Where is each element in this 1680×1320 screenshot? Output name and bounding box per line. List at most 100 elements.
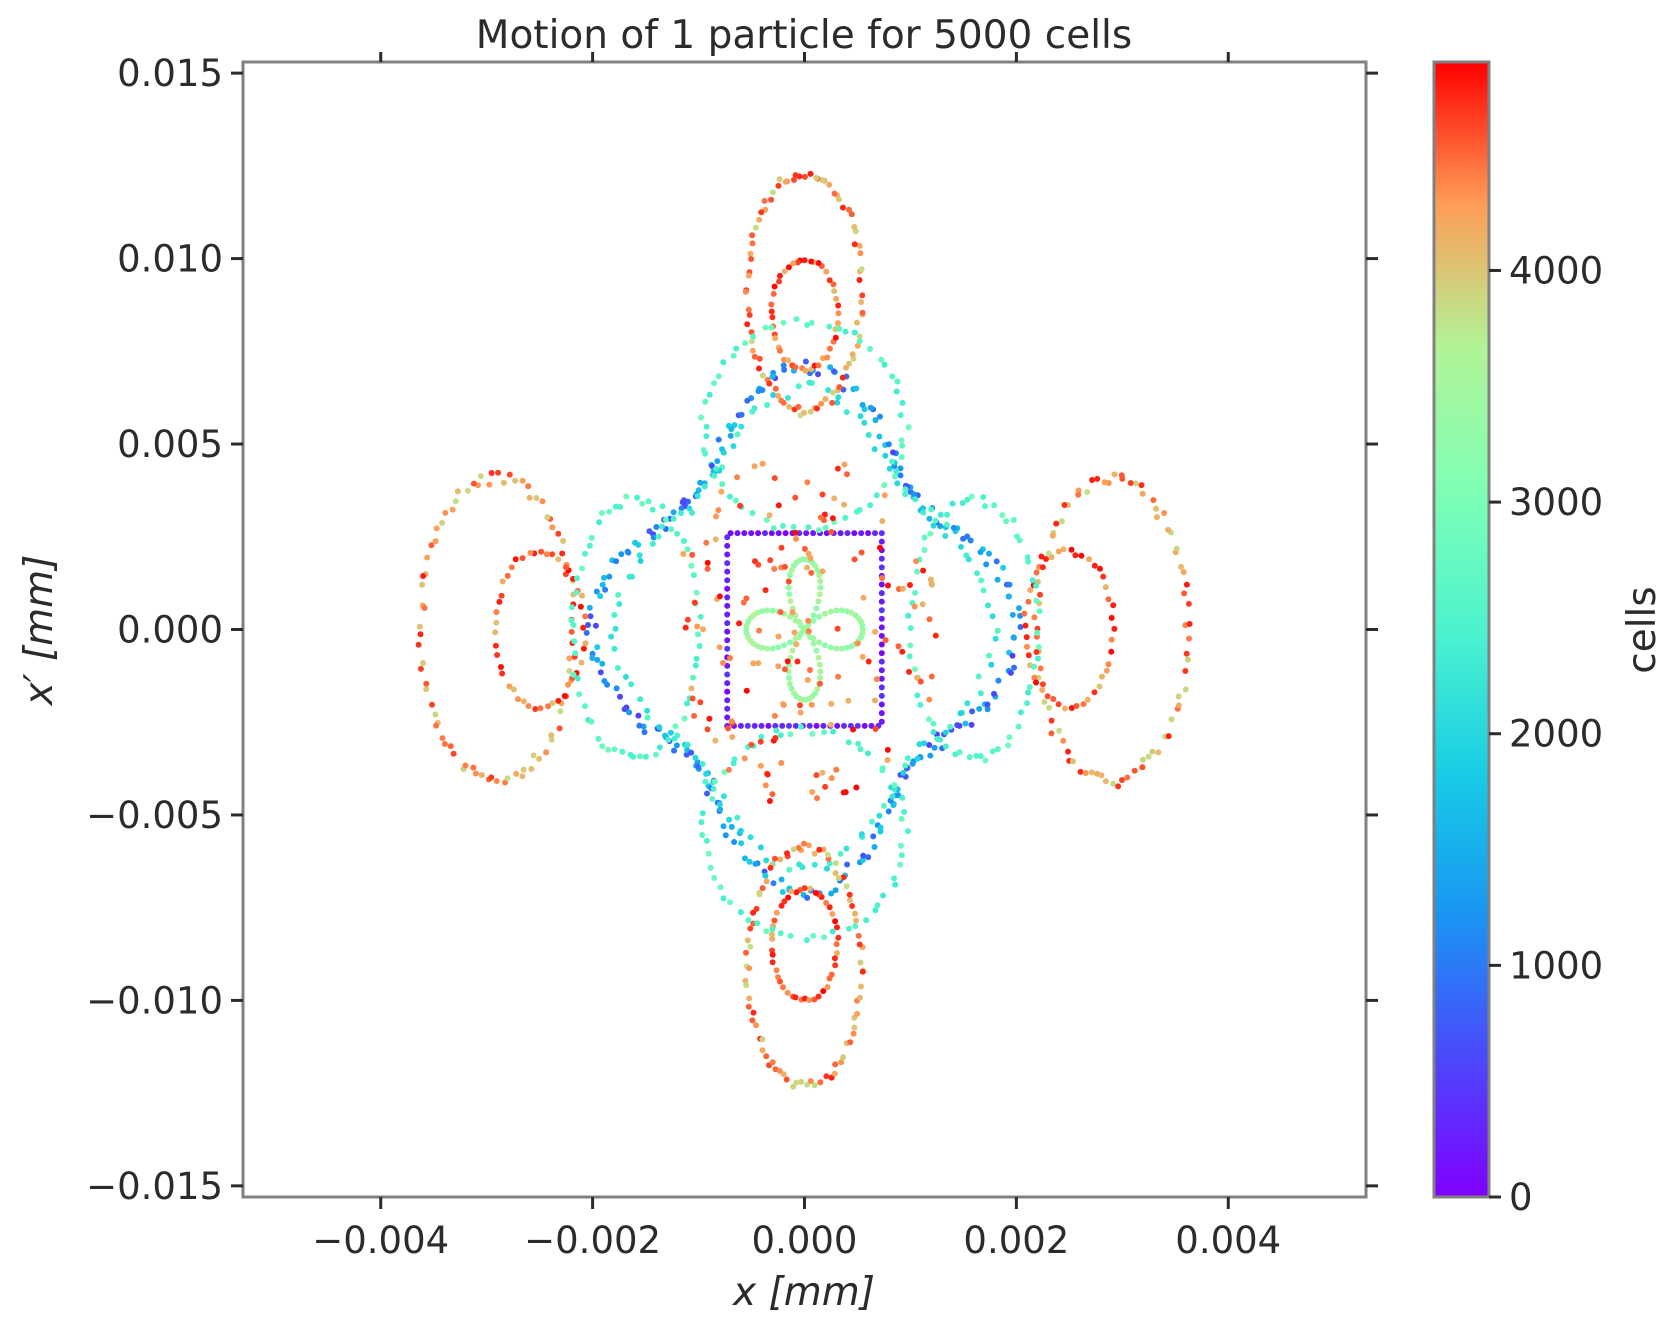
scatter-point bbox=[462, 762, 469, 769]
scatter-points bbox=[415, 170, 1193, 1090]
scatter-point bbox=[759, 885, 766, 892]
scatter-point bbox=[720, 823, 727, 830]
scatter-point bbox=[755, 561, 762, 568]
scatter-point bbox=[1025, 558, 1032, 565]
scatter-point bbox=[929, 581, 935, 588]
scatter-point bbox=[775, 392, 782, 399]
scatter-point bbox=[1101, 479, 1108, 486]
scatter-point bbox=[905, 424, 912, 431]
scatter-point bbox=[1155, 749, 1162, 756]
scatter-point bbox=[813, 772, 820, 779]
scatter-point bbox=[790, 846, 797, 853]
scatter-point bbox=[790, 1083, 797, 1090]
scatter-point bbox=[1016, 605, 1022, 612]
scatter-point bbox=[879, 575, 886, 582]
point-series-9 bbox=[768, 885, 842, 1004]
scatter-point bbox=[1033, 597, 1040, 604]
scatter-point bbox=[695, 763, 701, 770]
scatter-point bbox=[423, 686, 430, 693]
scatter-point bbox=[763, 878, 770, 885]
scatter-point bbox=[744, 321, 751, 328]
scatter-point bbox=[857, 959, 864, 966]
scatter-point bbox=[898, 454, 905, 461]
scatter-point bbox=[568, 604, 575, 611]
y-tick-label: 0.010 bbox=[117, 238, 223, 281]
scatter-point bbox=[807, 408, 814, 415]
scatter-point bbox=[650, 534, 657, 541]
scatter-point bbox=[1108, 636, 1115, 643]
scatter-point bbox=[1118, 472, 1125, 479]
scatter-point bbox=[1186, 621, 1193, 627]
scatter-point bbox=[419, 581, 426, 588]
scatter-point bbox=[762, 872, 769, 879]
scatter-point bbox=[764, 402, 771, 408]
scatter-point bbox=[840, 204, 846, 211]
scatter-point bbox=[831, 955, 838, 962]
scatter-point bbox=[823, 1073, 830, 1080]
scatter-point bbox=[815, 362, 822, 369]
scatter-point bbox=[679, 499, 686, 506]
scatter-point bbox=[763, 517, 770, 523]
scatter-point bbox=[850, 1030, 857, 1037]
scatter-point bbox=[825, 387, 832, 394]
scatter-point bbox=[670, 509, 677, 516]
scatter-point bbox=[725, 766, 732, 773]
scatter-point bbox=[498, 664, 504, 670]
scatter-point bbox=[985, 602, 991, 609]
scatter-point bbox=[837, 850, 844, 857]
scatter-point bbox=[745, 1003, 752, 1010]
scatter-point bbox=[1124, 774, 1131, 781]
scatter-point bbox=[927, 530, 934, 537]
scatter-point bbox=[755, 388, 762, 395]
scatter-point bbox=[753, 905, 760, 912]
scatter-point bbox=[973, 752, 980, 759]
scatter-point bbox=[730, 443, 737, 450]
scatter-point bbox=[432, 711, 439, 718]
scatter-point bbox=[917, 678, 924, 685]
scatter-point bbox=[832, 334, 839, 341]
scatter-point bbox=[851, 224, 858, 230]
scatter-point bbox=[577, 603, 584, 610]
scatter-point bbox=[865, 530, 872, 537]
scatter-point bbox=[852, 910, 858, 917]
scatter-point bbox=[728, 426, 735, 433]
scatter-point bbox=[728, 823, 735, 830]
scatter-point bbox=[565, 681, 571, 688]
scatter-point bbox=[684, 616, 691, 623]
scatter-point bbox=[847, 1039, 854, 1046]
scatter-point bbox=[748, 338, 755, 345]
scatter-point bbox=[662, 516, 669, 523]
scatter-point bbox=[717, 884, 724, 891]
scatter-point bbox=[635, 712, 642, 719]
scatter-point bbox=[901, 808, 908, 815]
scatter-point bbox=[470, 480, 477, 487]
scatter-point bbox=[1009, 652, 1016, 659]
scatter-point bbox=[738, 840, 745, 847]
scatter-point bbox=[1091, 562, 1098, 569]
scatter-point bbox=[586, 542, 593, 549]
scatter-point bbox=[544, 514, 551, 521]
scatter-point bbox=[826, 904, 833, 911]
scatter-point bbox=[1185, 656, 1191, 663]
scatter-point bbox=[1082, 770, 1089, 776]
scatter-point bbox=[784, 850, 790, 857]
scatter-point bbox=[667, 729, 674, 736]
scatter-point bbox=[563, 564, 569, 571]
scatter-point bbox=[958, 543, 964, 550]
scatter-point bbox=[878, 632, 885, 639]
scatter-point bbox=[506, 471, 513, 478]
scatter-point bbox=[751, 463, 758, 470]
scatter-point bbox=[495, 469, 502, 476]
scatter-point bbox=[1007, 669, 1014, 676]
scatter-point bbox=[758, 722, 765, 729]
scatter-point bbox=[834, 950, 840, 957]
scatter-point bbox=[853, 917, 860, 924]
scatter-point bbox=[749, 1017, 756, 1024]
scatter-point bbox=[793, 535, 799, 542]
scatter-point bbox=[504, 775, 511, 782]
scatter-point bbox=[751, 722, 758, 729]
scatter-point bbox=[786, 639, 793, 646]
scatter-point bbox=[957, 710, 964, 717]
scatter-point bbox=[1048, 717, 1055, 724]
scatter-point bbox=[691, 599, 698, 606]
